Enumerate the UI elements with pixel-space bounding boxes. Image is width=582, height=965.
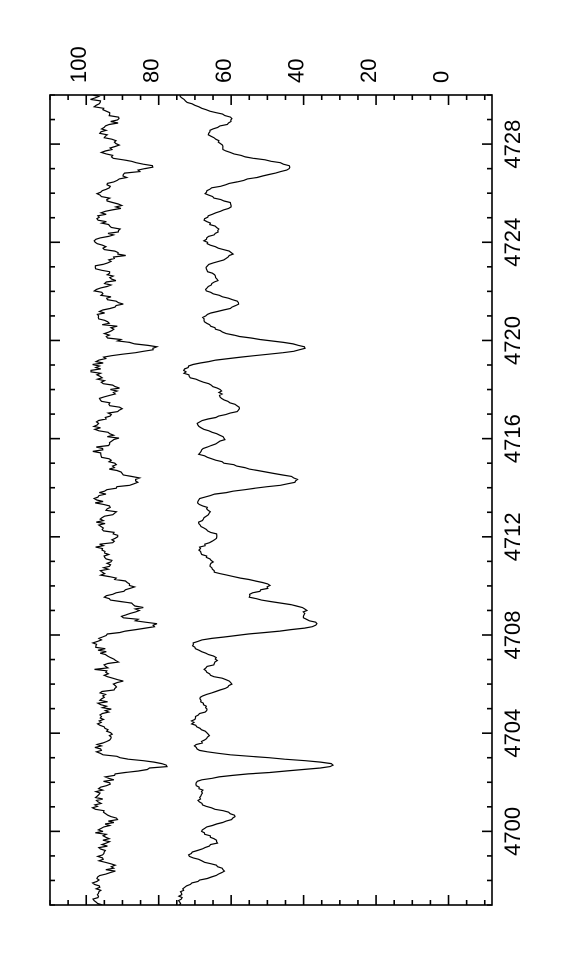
spectrum-chart: 0 20 40 60 80 100 4700 4704 4708 4712 4716 4720 4724… xyxy=(0,0,582,965)
upper-trace xyxy=(91,95,168,905)
x-tick-label: 4720 xyxy=(500,316,525,365)
x-tick-label: 4712 xyxy=(500,512,525,561)
x-tick-label: 4704 xyxy=(500,709,525,758)
x-tick-label: 4708 xyxy=(500,611,525,660)
x-tick-label: 4728 xyxy=(500,120,525,169)
x-tick-label: 4724 xyxy=(500,218,525,267)
lower-trace xyxy=(179,95,333,905)
y-tick-label: 60 xyxy=(211,59,236,83)
x-tick-label: 4716 xyxy=(500,414,525,463)
y-tick-label: 20 xyxy=(356,59,381,83)
x-tick-label: 4700 xyxy=(500,807,525,856)
y-tick-label: 0 xyxy=(429,71,454,83)
plot-frame xyxy=(50,95,492,905)
y-tick-label: 40 xyxy=(284,59,309,83)
y-tick-label: 100 xyxy=(66,46,91,83)
y-tick-label: 80 xyxy=(139,59,164,83)
